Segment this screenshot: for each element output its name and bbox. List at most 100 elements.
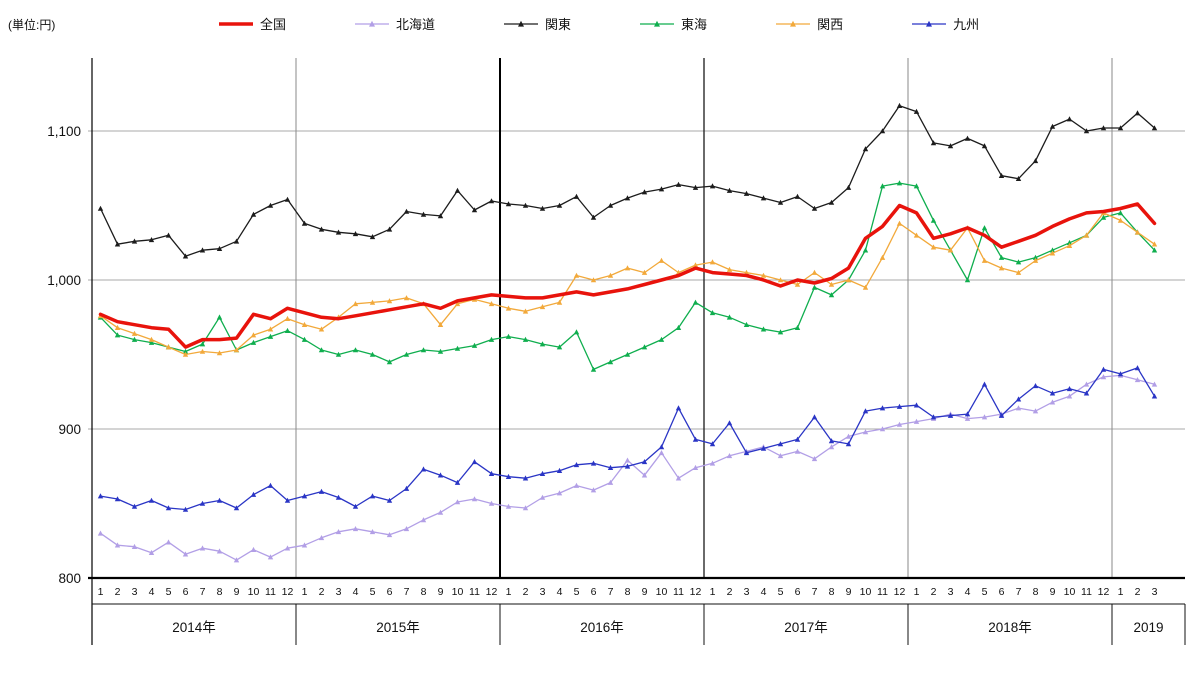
triangle-marker	[641, 344, 648, 350]
triangle-marker	[522, 308, 529, 314]
triangle-marker	[437, 472, 444, 478]
triangle-marker	[777, 441, 784, 447]
triangle-marker	[1083, 128, 1090, 134]
month-tick-label: 5	[778, 586, 784, 598]
triangle-marker	[267, 554, 274, 560]
triangle-marker	[709, 183, 716, 189]
triangle-marker	[1032, 408, 1039, 414]
triangle-marker	[522, 336, 529, 342]
triangle-marker	[182, 551, 189, 557]
triangle-marker	[794, 193, 801, 199]
triangle-marker	[488, 336, 495, 342]
triangle-marker	[369, 351, 376, 357]
legend-item-kanto: 関東	[503, 14, 571, 33]
month-tick-label: 11	[469, 586, 480, 598]
month-tick-label: 1	[710, 586, 716, 598]
month-tick-label: 11	[265, 586, 276, 598]
triangle-marker	[1151, 241, 1158, 247]
triangle-marker	[658, 186, 665, 192]
triangle-marker	[777, 277, 784, 283]
month-tick-label: 6	[183, 586, 189, 598]
triangle-marker	[335, 529, 342, 535]
triangle-marker	[981, 414, 988, 420]
triangle-marker	[1015, 405, 1022, 411]
triangle-marker	[607, 359, 614, 365]
triangle-marker	[369, 234, 376, 240]
triangle-marker	[471, 342, 478, 348]
triangle-marker	[403, 351, 410, 357]
triangle-marker	[199, 247, 206, 253]
axes	[88, 58, 1186, 645]
triangle-marker	[964, 135, 971, 141]
triangle-marker	[267, 333, 274, 339]
triangle-marker	[675, 181, 682, 187]
triangle-marker	[981, 225, 988, 231]
triangle-marker	[590, 366, 597, 372]
legend-item-kansai: 関西	[775, 14, 843, 33]
triangle-marker	[607, 272, 614, 278]
month-tick-label: 3	[948, 586, 954, 598]
triangle-marker	[148, 549, 155, 555]
triangle-marker	[1066, 393, 1073, 399]
month-tick-label: 7	[404, 586, 410, 598]
triangle-marker	[386, 532, 393, 538]
triangle-marker	[182, 506, 189, 512]
triangle-marker	[539, 470, 546, 476]
year-label: 2019	[1133, 620, 1163, 635]
triangle-marker	[216, 245, 223, 251]
triangle-marker	[794, 436, 801, 442]
triangle-marker	[692, 184, 699, 190]
triangle-marker	[811, 269, 818, 275]
year-label: 2015年	[376, 620, 420, 635]
triangle-marker	[267, 202, 274, 208]
triangle-marker	[114, 332, 121, 338]
triangle-marker	[692, 299, 699, 305]
triangle-marker	[233, 238, 240, 244]
month-tick-label: 11	[877, 586, 888, 598]
year-label: 2018年	[988, 620, 1032, 635]
triangle-marker	[1134, 110, 1141, 116]
triangle-marker	[913, 418, 920, 424]
triangle-marker	[454, 345, 461, 351]
legend-label-tokai: 東海	[681, 17, 708, 32]
triangle-marker	[811, 205, 818, 211]
legend-swatch-national-icon	[219, 21, 253, 26]
y-tick-label: 1,000	[47, 273, 81, 288]
legend-label-kansai: 関西	[817, 17, 844, 32]
triangle-marker	[539, 341, 546, 347]
triangle-marker	[97, 530, 104, 536]
triangle-marker	[930, 140, 937, 146]
triangle-marker	[862, 247, 869, 253]
triangle-marker	[590, 277, 597, 283]
triangle-marker	[131, 336, 138, 342]
legend-label-kanto: 関東	[545, 17, 572, 32]
triangle-marker	[573, 329, 580, 335]
month-tick-label: 3	[1152, 586, 1158, 598]
triangle-marker	[539, 205, 546, 211]
triangle-marker	[760, 272, 767, 278]
triangle-marker	[454, 301, 461, 307]
triangle-marker	[539, 304, 546, 310]
triangle-marker	[216, 548, 223, 554]
triangle-marker	[709, 310, 716, 316]
triangle-marker	[556, 299, 563, 305]
triangle-marker	[352, 231, 359, 237]
triangle-marker	[556, 344, 563, 350]
triangle-marker	[947, 247, 954, 253]
triangle-marker	[777, 199, 784, 205]
triangle-marker	[726, 453, 733, 459]
triangle-marker	[1066, 116, 1073, 122]
triangle-marker	[165, 344, 172, 350]
triangle-marker	[930, 217, 937, 223]
series-kansai	[97, 210, 1158, 357]
triangle-marker	[301, 542, 308, 548]
triangle-marker	[454, 499, 461, 505]
month-tick-label: 6	[591, 586, 597, 598]
triangle-marker	[335, 494, 342, 500]
triangle-marker	[998, 172, 1005, 178]
triangle-marker	[165, 539, 172, 545]
series-kyushu	[97, 365, 1158, 512]
triangle-marker	[998, 412, 1005, 418]
triangle-marker	[641, 472, 648, 478]
month-tick-label: 6	[999, 586, 1005, 598]
